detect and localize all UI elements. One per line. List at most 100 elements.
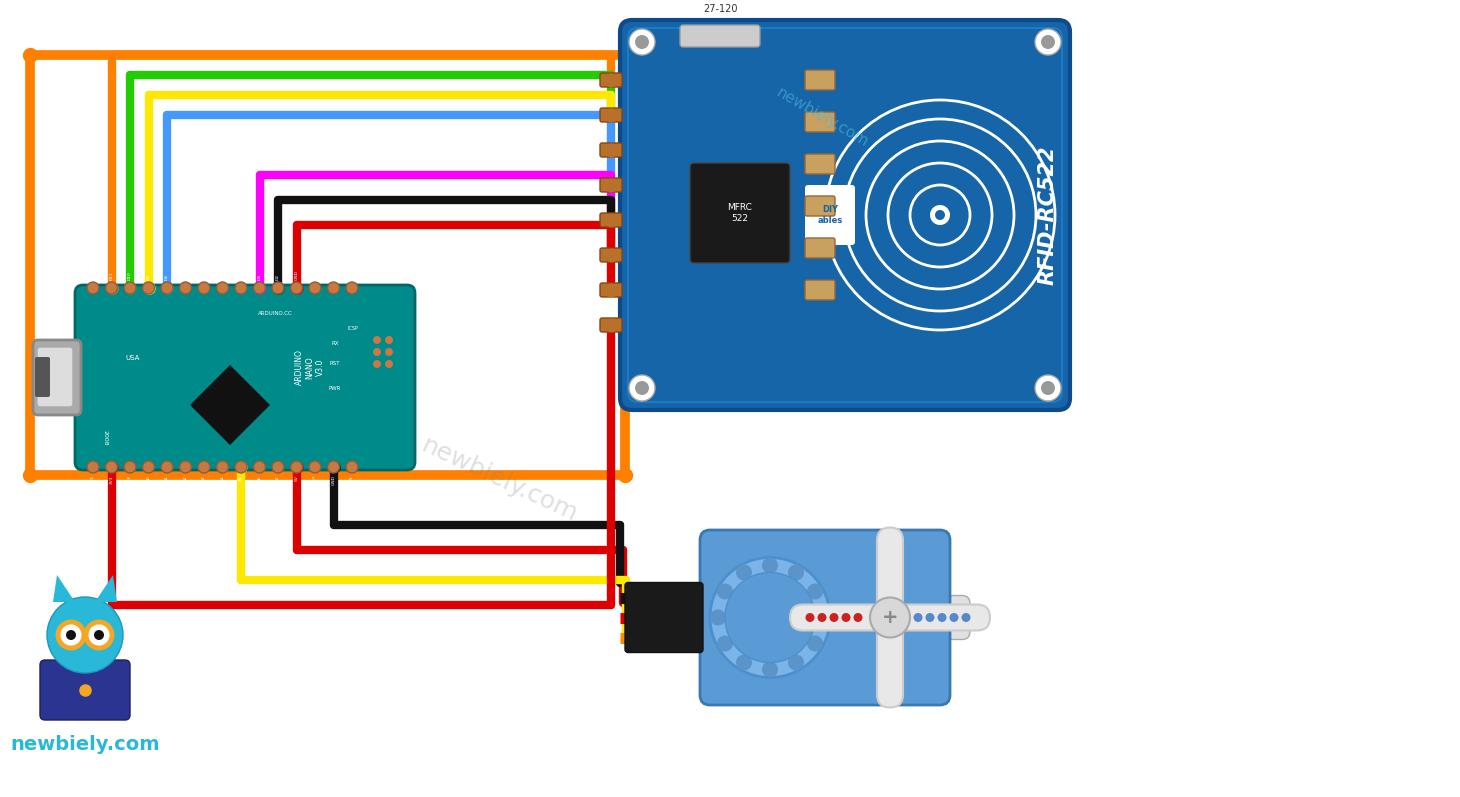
Circle shape xyxy=(762,662,778,677)
Circle shape xyxy=(291,461,302,473)
Circle shape xyxy=(1041,35,1056,49)
Circle shape xyxy=(161,282,172,294)
FancyBboxPatch shape xyxy=(625,583,704,653)
Text: A0: A0 xyxy=(146,475,150,481)
Circle shape xyxy=(841,613,851,622)
FancyBboxPatch shape xyxy=(804,154,835,174)
Circle shape xyxy=(105,461,117,473)
FancyBboxPatch shape xyxy=(680,25,761,47)
Circle shape xyxy=(1035,375,1061,401)
Circle shape xyxy=(870,598,910,638)
Text: newbiely.com: newbiely.com xyxy=(774,85,872,150)
Text: A6: A6 xyxy=(257,475,261,481)
Circle shape xyxy=(180,282,191,294)
Text: A2: A2 xyxy=(184,475,187,481)
Text: PWR: PWR xyxy=(328,386,342,391)
Circle shape xyxy=(818,613,826,622)
Circle shape xyxy=(372,360,381,368)
Circle shape xyxy=(88,461,99,473)
FancyBboxPatch shape xyxy=(34,340,80,415)
Text: D7: D7 xyxy=(184,274,187,280)
Text: D8: D8 xyxy=(165,274,169,280)
Circle shape xyxy=(606,110,616,120)
FancyBboxPatch shape xyxy=(877,528,902,708)
Circle shape xyxy=(199,461,210,473)
Text: RX: RX xyxy=(331,341,339,346)
FancyBboxPatch shape xyxy=(600,143,622,157)
FancyBboxPatch shape xyxy=(699,530,950,705)
FancyBboxPatch shape xyxy=(36,347,73,407)
Text: ARDUINO.CC: ARDUINO.CC xyxy=(257,311,292,316)
Polygon shape xyxy=(95,575,117,602)
Text: ICSP: ICSP xyxy=(347,326,359,331)
Circle shape xyxy=(717,635,733,651)
FancyBboxPatch shape xyxy=(804,238,835,258)
Text: D3: D3 xyxy=(257,274,261,280)
Circle shape xyxy=(291,282,302,294)
FancyBboxPatch shape xyxy=(600,73,622,87)
FancyBboxPatch shape xyxy=(804,280,835,300)
Circle shape xyxy=(952,613,962,622)
Circle shape xyxy=(606,250,616,260)
Circle shape xyxy=(736,654,752,670)
Circle shape xyxy=(807,635,823,651)
Circle shape xyxy=(105,282,117,294)
Circle shape xyxy=(161,461,172,473)
Circle shape xyxy=(58,622,85,648)
Circle shape xyxy=(199,282,210,294)
Text: ARDUINO
NANO
V3.0: ARDUINO NANO V3.0 xyxy=(295,350,326,386)
Circle shape xyxy=(606,285,616,295)
FancyBboxPatch shape xyxy=(600,178,622,192)
Text: 3V3: 3V3 xyxy=(110,475,114,484)
Circle shape xyxy=(680,607,699,627)
Circle shape xyxy=(86,622,112,648)
Circle shape xyxy=(948,607,967,627)
Polygon shape xyxy=(53,575,74,602)
Circle shape xyxy=(385,360,393,368)
Circle shape xyxy=(736,564,752,580)
Text: RFID-RC522: RFID-RC522 xyxy=(1038,145,1058,285)
Circle shape xyxy=(606,320,616,330)
Text: A5: A5 xyxy=(239,475,242,481)
Text: +: + xyxy=(882,608,898,627)
Text: D10: D10 xyxy=(128,271,131,280)
Circle shape xyxy=(710,557,829,677)
Text: A7: A7 xyxy=(276,475,280,481)
Circle shape xyxy=(385,336,393,344)
FancyBboxPatch shape xyxy=(600,283,622,297)
Circle shape xyxy=(934,210,945,220)
FancyBboxPatch shape xyxy=(620,20,1070,410)
Text: newbiely.com: newbiely.com xyxy=(628,599,772,681)
Text: USA: USA xyxy=(126,355,139,361)
Circle shape xyxy=(327,461,340,473)
Text: RST: RST xyxy=(312,475,317,483)
FancyBboxPatch shape xyxy=(691,163,790,263)
Text: VIN: VIN xyxy=(350,475,353,482)
Circle shape xyxy=(1035,29,1061,55)
Circle shape xyxy=(235,282,247,294)
Circle shape xyxy=(93,630,104,640)
Text: D9: D9 xyxy=(146,274,150,280)
Circle shape xyxy=(235,461,247,473)
Text: newbiely.com: newbiely.com xyxy=(10,735,159,754)
Text: REF: REF xyxy=(128,475,131,483)
FancyBboxPatch shape xyxy=(600,248,622,262)
Circle shape xyxy=(914,613,923,622)
Circle shape xyxy=(806,613,815,622)
Circle shape xyxy=(710,610,726,626)
Text: D12: D12 xyxy=(91,271,95,280)
Circle shape xyxy=(346,461,358,473)
Text: DIY
ables: DIY ables xyxy=(818,206,842,225)
FancyBboxPatch shape xyxy=(804,196,835,216)
FancyBboxPatch shape xyxy=(677,595,704,639)
Circle shape xyxy=(829,613,838,622)
Text: 27-120: 27-120 xyxy=(702,4,737,14)
Circle shape xyxy=(930,205,950,225)
Circle shape xyxy=(180,461,191,473)
FancyBboxPatch shape xyxy=(790,604,990,630)
Text: D13: D13 xyxy=(91,475,95,484)
Circle shape xyxy=(606,180,616,190)
Polygon shape xyxy=(190,365,270,445)
Circle shape xyxy=(788,564,804,580)
Circle shape xyxy=(685,613,695,622)
